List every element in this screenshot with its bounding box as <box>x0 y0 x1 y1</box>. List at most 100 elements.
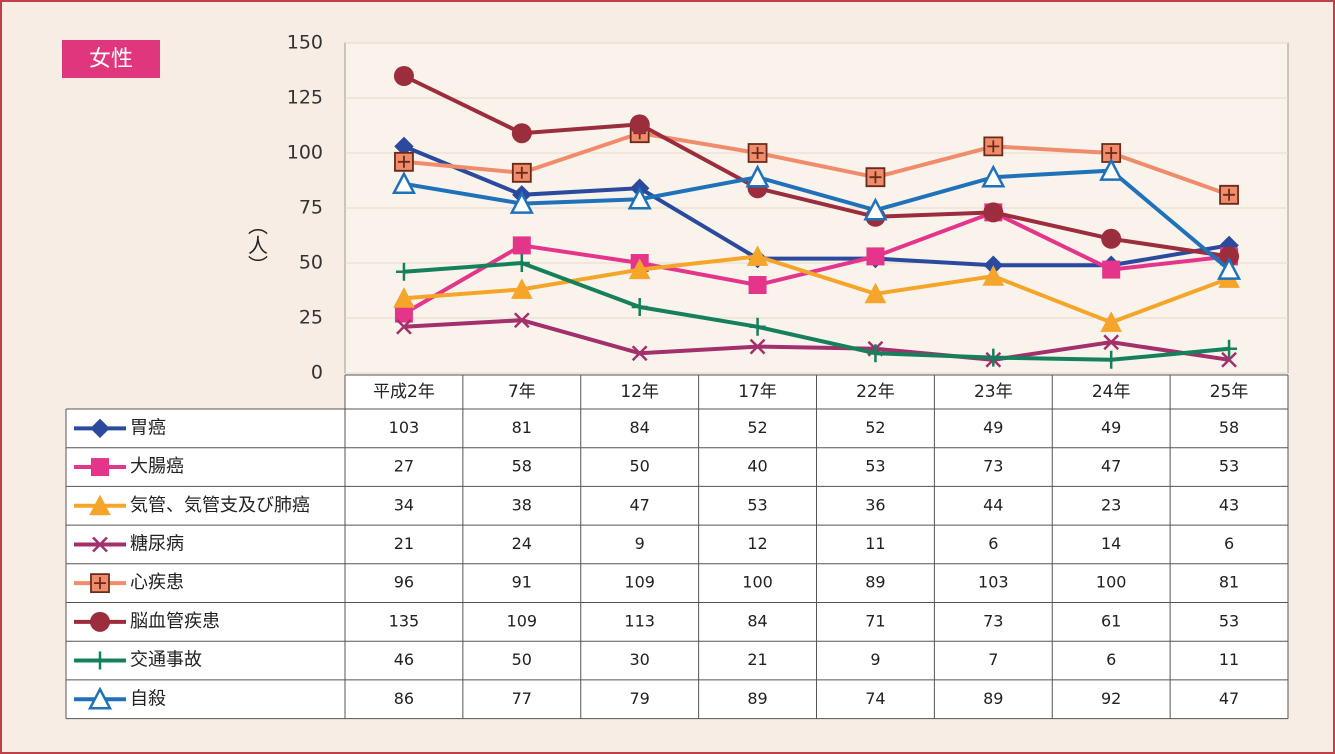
series-line <box>403 254 1230 325</box>
marker <box>511 162 532 183</box>
table-value: 11 <box>865 534 885 553</box>
y-tick-label: 0 <box>311 362 323 384</box>
marker <box>863 197 888 221</box>
series-line <box>403 74 1230 259</box>
legend-marker <box>92 536 108 553</box>
marker <box>509 190 534 214</box>
table-value: 71 <box>865 611 885 630</box>
table-value: 23 <box>1101 495 1121 514</box>
table-value: 73 <box>983 457 1003 476</box>
y-tick-label: 50 <box>299 252 323 274</box>
marker <box>394 304 413 323</box>
table-value: 49 <box>983 418 1003 437</box>
table-value: 50 <box>512 650 532 669</box>
marker <box>867 344 884 363</box>
legend-marker <box>91 458 109 477</box>
marker <box>864 282 887 304</box>
series-line <box>403 144 1230 268</box>
marker <box>1101 228 1122 249</box>
table-value: 89 <box>747 689 767 708</box>
x-tick-label: 24年 <box>1092 382 1131 402</box>
table-value: 53 <box>1219 611 1239 630</box>
marker <box>749 317 766 336</box>
table-value: 47 <box>1101 457 1121 476</box>
table-value: 53 <box>1219 457 1239 476</box>
x-tick-label: 17年 <box>738 382 777 402</box>
table-value: 91 <box>512 573 532 592</box>
marker <box>1221 339 1238 358</box>
table-value: 14 <box>1101 534 1121 553</box>
marker <box>748 276 767 294</box>
marker <box>747 143 768 163</box>
title-badge <box>62 40 160 78</box>
table-value: 49 <box>1101 418 1121 437</box>
marker <box>1101 143 1122 163</box>
table-value: 89 <box>983 689 1003 708</box>
y-tick-label: 100 <box>287 142 323 164</box>
marker <box>1102 260 1121 279</box>
table-value: 6 <box>1224 534 1234 553</box>
table-value: 100 <box>1096 573 1127 592</box>
marker <box>1103 334 1120 351</box>
table-value: 109 <box>624 573 655 592</box>
x-tick-label: 7年 <box>508 382 536 402</box>
table-value: 103 <box>389 418 420 437</box>
marker <box>512 236 531 255</box>
x-tick-label: 平成2年 <box>373 382 435 402</box>
x-tick-label: 23年 <box>974 382 1013 402</box>
marker <box>631 298 648 316</box>
table-value: 81 <box>512 418 532 437</box>
legend-marker <box>89 494 111 516</box>
marker <box>1100 311 1123 332</box>
x-tick-label: 22年 <box>856 382 895 402</box>
marker <box>628 258 651 280</box>
x-tick-label: 25年 <box>1210 382 1249 402</box>
y-tick-label: 150 <box>287 32 323 54</box>
marker <box>394 151 414 172</box>
legend-label: 自殺 <box>130 688 166 709</box>
table-value: 135 <box>389 611 420 630</box>
marker <box>983 202 1004 223</box>
y-tick-label: 25 <box>299 307 323 329</box>
marker <box>1219 184 1239 205</box>
table-value: 61 <box>1101 611 1121 630</box>
y-tick-label: 125 <box>287 87 323 109</box>
y-tick-label: 75 <box>299 197 323 219</box>
table-value: 52 <box>865 418 885 437</box>
marker <box>749 338 766 355</box>
table-value: 58 <box>512 457 532 476</box>
y-axis-label: （人） <box>245 215 269 275</box>
table-value: 103 <box>978 573 1009 592</box>
table-value: 46 <box>394 650 414 669</box>
marker <box>745 164 770 188</box>
marker <box>1219 246 1240 267</box>
marker <box>983 136 1004 157</box>
legend-marker <box>90 418 110 439</box>
table-value: 6 <box>988 534 998 553</box>
marker <box>1103 350 1120 369</box>
table-value: 47 <box>1219 689 1239 708</box>
chart-title: 女性 <box>89 47 133 72</box>
legend-marker <box>87 686 113 710</box>
marker <box>982 265 1005 286</box>
legend-label: 糖尿病 <box>130 533 184 554</box>
table-value: 9 <box>870 650 880 669</box>
marker <box>510 278 533 299</box>
marker <box>1216 256 1242 280</box>
table-value: 50 <box>630 457 650 476</box>
table-value: 36 <box>865 495 885 514</box>
marker <box>631 345 648 362</box>
x-tick-label: 12年 <box>620 382 659 402</box>
table-value: 52 <box>747 418 767 437</box>
marker <box>513 312 530 329</box>
table-value: 79 <box>630 689 650 708</box>
table-value: 27 <box>394 457 414 476</box>
marker <box>865 167 886 188</box>
table-value: 81 <box>1219 573 1239 592</box>
table-value: 58 <box>1219 418 1239 437</box>
table-value: 53 <box>747 495 767 514</box>
marker <box>985 348 1002 367</box>
table-value: 21 <box>394 534 414 553</box>
table-value: 84 <box>747 611 767 630</box>
